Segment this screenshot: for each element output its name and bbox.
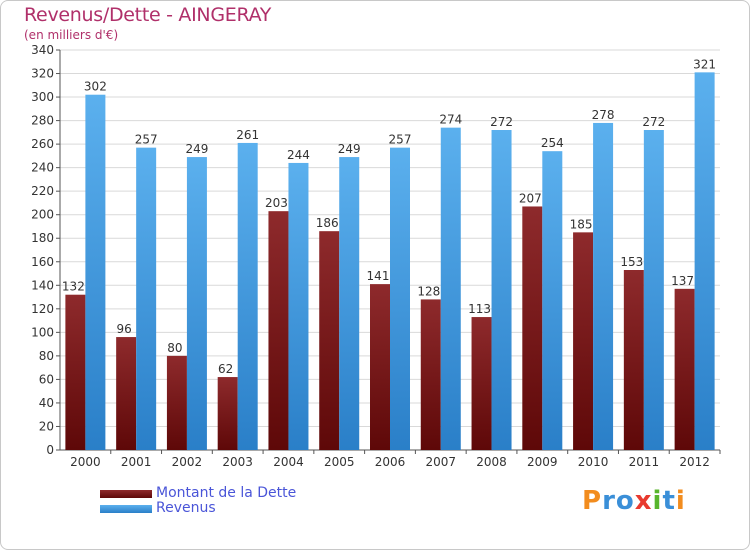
bar-revenus [136, 147, 157, 450]
logo-letter: i [652, 486, 663, 516]
bar-revenus [694, 72, 715, 451]
bar-revenus [339, 157, 360, 450]
x-tick-label: 2000 [70, 455, 101, 469]
bar-revenus [237, 142, 258, 451]
y-tick-label: 120 [31, 302, 54, 316]
y-tick-label: 140 [31, 278, 54, 292]
y-tick-label: 300 [31, 90, 54, 104]
y-tick-label: 40 [39, 396, 54, 410]
bar-revenus [288, 162, 309, 451]
x-tick-label: 2011 [629, 455, 660, 469]
data-label-dette: 186 [316, 216, 339, 230]
data-label-dette: 153 [620, 255, 643, 269]
data-label-dette: 203 [265, 196, 288, 210]
bar-revenus [643, 130, 664, 450]
bar-dette [420, 299, 441, 450]
bar-dette [674, 288, 695, 450]
bar-revenus [593, 122, 614, 451]
data-label-dette: 80 [167, 341, 182, 355]
data-label-dette: 132 [62, 280, 85, 294]
data-label-dette: 62 [218, 362, 233, 376]
logo-letter: i [675, 486, 686, 516]
bar-revenus [440, 127, 461, 450]
y-tick-label: 240 [31, 161, 54, 175]
bar-dette [471, 317, 492, 450]
logo-letter: x [634, 486, 653, 516]
bar-revenus [186, 157, 207, 450]
legend-label-dette: Montant de la Dette [156, 485, 297, 501]
bar-revenus [542, 151, 563, 451]
proxiti-logo: Proxiti [582, 486, 686, 516]
data-label-revenus: 257 [135, 133, 158, 147]
x-tick-label: 2006 [375, 455, 406, 469]
data-label-revenus: 261 [236, 128, 259, 142]
bar-revenus [390, 147, 410, 450]
logo-letter: r [602, 486, 616, 516]
bar-revenus [85, 94, 106, 451]
data-label-revenus: 278 [592, 108, 615, 122]
data-label-revenus: 244 [287, 148, 310, 162]
y-tick-label: 220 [31, 184, 54, 198]
bar-revenus [491, 130, 512, 450]
y-tick-label: 60 [39, 372, 54, 386]
data-label-dette: 207 [519, 191, 542, 205]
y-tick-label: 280 [31, 114, 54, 128]
data-label-dette: 96 [117, 322, 132, 336]
logo-letter: o [615, 486, 635, 516]
x-tick-label: 2012 [679, 455, 710, 469]
data-label-revenus: 249 [338, 142, 361, 156]
y-tick-label: 200 [31, 208, 54, 222]
y-tick-label: 160 [31, 255, 54, 269]
logo-letter: P [582, 486, 603, 516]
legend-swatch-revenus [100, 505, 152, 513]
y-tick-label: 320 [31, 67, 54, 81]
y-tick-label: 80 [39, 349, 54, 363]
chart-title: Revenus/Dette - AINGERAY [24, 4, 272, 26]
bar-dette [268, 211, 289, 450]
x-tick-label: 2003 [222, 455, 253, 469]
bar-dette [573, 232, 594, 450]
x-tick-label: 2008 [476, 455, 507, 469]
y-tick-label: 260 [31, 137, 54, 151]
bar-dette [116, 337, 137, 450]
y-tick-label: 100 [31, 325, 54, 339]
data-label-dette: 141 [367, 269, 390, 283]
data-label-revenus: 249 [185, 142, 208, 156]
bar-dette [370, 284, 390, 450]
data-label-revenus: 272 [490, 115, 513, 129]
x-tick-label: 2007 [425, 455, 456, 469]
x-tick-label: 2001 [121, 455, 152, 469]
y-tick-label: 20 [39, 419, 54, 433]
y-tick-label: 340 [31, 43, 54, 57]
x-tick-label: 2005 [324, 455, 355, 469]
legend-label-revenus: Revenus [156, 500, 216, 516]
data-label-revenus: 257 [389, 133, 412, 147]
bar-dette [522, 206, 543, 450]
logo-letter: t [662, 486, 676, 516]
data-label-revenus: 302 [84, 80, 107, 94]
y-tick-label: 180 [31, 231, 54, 245]
data-label-dette: 185 [570, 217, 593, 231]
data-label-revenus: 321 [693, 57, 716, 71]
data-label-dette: 113 [468, 302, 491, 316]
x-tick-label: 2010 [578, 455, 609, 469]
legend-swatch-dette [100, 490, 152, 498]
x-tick-label: 2009 [527, 455, 558, 469]
bar-dette [166, 355, 187, 450]
data-label-revenus: 274 [439, 113, 462, 127]
bar-dette [65, 294, 86, 450]
x-tick-label: 2002 [172, 455, 203, 469]
x-tick-label: 2004 [273, 455, 304, 469]
data-label-dette: 137 [671, 274, 694, 288]
bar-dette [623, 270, 644, 450]
data-label-dette: 128 [417, 284, 440, 298]
data-label-revenus: 272 [642, 115, 665, 129]
data-label-revenus: 254 [541, 136, 564, 150]
chart-subtitle: (en milliers d'€) [24, 28, 119, 42]
bar-dette [217, 377, 238, 450]
y-tick-label: 0 [46, 443, 54, 457]
bar-dette [319, 231, 340, 450]
